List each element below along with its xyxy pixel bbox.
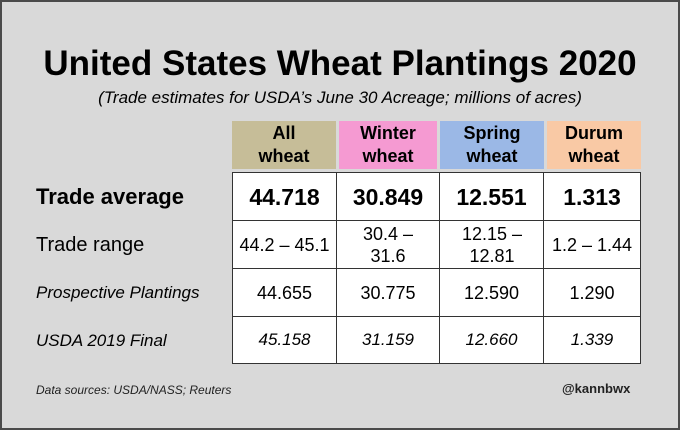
table-cell: 45.158	[258, 330, 311, 349]
column-header-line1: All	[272, 123, 296, 143]
grid-line	[232, 268, 641, 269]
row-label-trade-average: Trade average	[36, 184, 184, 209]
column-header-spring-wheat: Spring wheat	[440, 121, 544, 169]
row-label-usda-2019-final: USDA 2019 Final	[36, 331, 167, 350]
column-header-durum-wheat: Durum wheat	[547, 121, 641, 169]
grid-line	[232, 220, 641, 221]
column-header-line1: Durum	[565, 123, 623, 143]
chart-title: United States Wheat Plantings 2020	[43, 44, 637, 83]
author-handle: @kannbwx	[562, 381, 631, 396]
column-header-line2: wheat	[466, 146, 518, 166]
table-cell: 31.159	[362, 330, 414, 349]
column-header-all-wheat: All wheat	[232, 121, 336, 169]
grid-line	[232, 172, 641, 173]
table-cell: 44.655	[256, 282, 313, 303]
grid-line	[232, 363, 641, 364]
table-cell: 12.590	[463, 282, 520, 303]
table-cell: 12.660	[465, 330, 518, 349]
column-header-line2: wheat	[568, 146, 620, 166]
column-header-line1: Winter	[360, 123, 416, 143]
row-label-trade-range: Trade range	[36, 233, 145, 256]
table-cell: 1.290	[569, 282, 615, 303]
table-cell: 1.313	[563, 183, 621, 210]
grid-line	[232, 316, 641, 317]
table-cell: 30.4 – 31.6	[362, 223, 414, 266]
column-header-winter-wheat: Winter wheat	[339, 121, 437, 169]
column-header-line2: wheat	[258, 146, 310, 166]
column-header-line2: wheat	[362, 146, 414, 166]
chart-subtitle: (Trade estimates for USDA’s June 30 Acre…	[98, 88, 582, 107]
table-cell: 44.718	[249, 183, 320, 210]
table-cell: 30.775	[360, 282, 416, 303]
table-cell: 44.2 – 45.1	[239, 234, 330, 255]
table-cell: 1.339	[570, 330, 614, 349]
table-cell: 1.2 – 1.44	[551, 234, 633, 255]
row-label-prospective-plantings: Prospective Plantings	[36, 283, 200, 302]
table-cell: 30.849	[352, 183, 424, 210]
table-cell: 12.15 – 12.81	[461, 223, 523, 266]
table-cell: 12.551	[456, 183, 527, 210]
data-source-note: Data sources: USDA/NASS; Reuters	[36, 383, 232, 397]
column-header-line1: Spring	[463, 123, 521, 143]
data-table: 44.718 30.849 12.551 1.313 44.2 – 45.1 3…	[232, 172, 641, 364]
